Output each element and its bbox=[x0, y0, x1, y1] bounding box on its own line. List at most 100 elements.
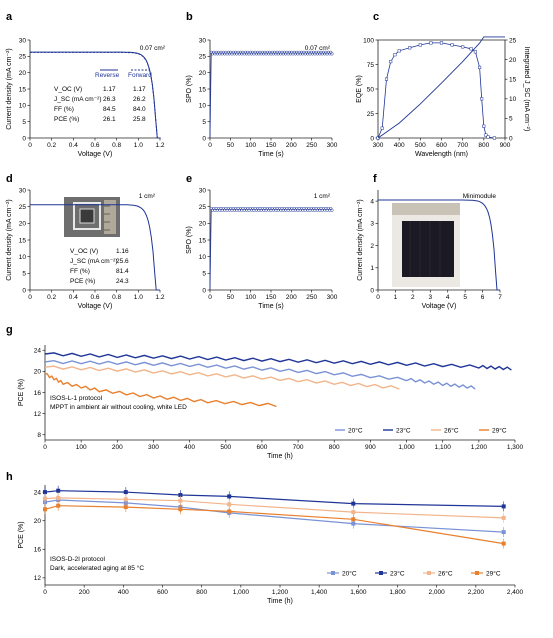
panel-c-eqe-point bbox=[478, 65, 482, 69]
panel-b-xtick-label: 50 bbox=[227, 142, 235, 149]
panel-c-eqe-point bbox=[380, 126, 384, 130]
panel-a-axes: 0 0.2 0.4 0.6 0.8 1.0 1.2 0 5 10 15 20 25 30 Voltage (… bbox=[6, 37, 165, 158]
panel-f-ytick-label: 0 bbox=[370, 287, 374, 294]
panel-g-annotation-line1: ISOS-L-1 protocol bbox=[50, 395, 103, 402]
panel-a-ytick-label: 10 bbox=[19, 103, 27, 110]
panel-h-point bbox=[227, 509, 232, 514]
panel-d-ytick-label: 10 bbox=[19, 254, 27, 261]
panel-a-ytick-label: 20 bbox=[19, 70, 27, 77]
panel-h-xtick-label: 400 bbox=[118, 589, 129, 596]
table-d-row0-param: V_OC (V) bbox=[70, 248, 98, 255]
panel-label-g: g bbox=[6, 324, 13, 336]
panel-f-jv-curve bbox=[378, 199, 501, 291]
panel-h-point bbox=[351, 501, 356, 506]
table-a-row1-param: J_SC (mA cm⁻²) bbox=[54, 96, 102, 103]
panel-e-xtick-label: 50 bbox=[227, 294, 235, 301]
panel-c-eqe-point bbox=[486, 135, 490, 139]
panel-g-xtick-label: 1,000 bbox=[398, 444, 415, 451]
panel-f-xtick-label: 5 bbox=[463, 294, 467, 301]
panel-f-annotation: Minimodule bbox=[463, 193, 497, 200]
panel-h-annotation-line1: ISOS-D-2I protocol bbox=[50, 556, 105, 563]
panel-g-ytick-label: 20 bbox=[34, 369, 42, 376]
panel-label-c: c bbox=[373, 11, 379, 23]
table-a-row2-rev: 84.5 bbox=[103, 106, 116, 113]
panel-h-legend-marker bbox=[427, 571, 431, 575]
panel-d-xtick-label: 0.2 bbox=[47, 294, 56, 301]
panel-g-xtick-label: 800 bbox=[329, 444, 340, 451]
panel-c-xtick-label: 700 bbox=[457, 142, 468, 149]
panel-c-xtick-label: 900 bbox=[500, 142, 511, 149]
panel-f-xtick-label: 1 bbox=[394, 294, 398, 301]
panel-h-point bbox=[43, 496, 47, 501]
panel-h-xtick-label: 2,400 bbox=[507, 589, 524, 596]
panel-d-ytick-label: 15 bbox=[19, 237, 27, 244]
panel-h-point bbox=[501, 541, 506, 546]
panel-h-legend-label: 23°C bbox=[390, 570, 405, 578]
panel-c-eqe-point bbox=[389, 60, 393, 64]
panel-h-point bbox=[43, 507, 47, 512]
panel-label-a: a bbox=[6, 11, 13, 23]
panel-c-eqe-point bbox=[397, 49, 401, 53]
panel-e-spo-point bbox=[330, 208, 334, 212]
panel-g-legend-label: 26°C bbox=[444, 427, 459, 435]
table-a-row3-param: PCE (%) bbox=[54, 116, 79, 123]
panel-e-xtick-label: 250 bbox=[306, 294, 317, 301]
panel-a-xtick-label: 0.2 bbox=[47, 142, 56, 149]
panel-a-annotation: 0.07 cm² bbox=[140, 45, 166, 52]
panel-h-point bbox=[56, 488, 61, 493]
panel-g-xtick-label: 1,300 bbox=[507, 444, 524, 451]
panel-b-ytick-label: 25 bbox=[199, 54, 207, 61]
panel-c-eqe-point bbox=[418, 43, 422, 47]
panel-f-ytick-label: 3 bbox=[370, 221, 374, 228]
panel-g-ytick-label: 12 bbox=[34, 411, 42, 418]
table-d-row0-val: 1.16 bbox=[116, 248, 129, 255]
panel-d-xtick-label: 0.4 bbox=[69, 294, 78, 301]
panel-f-xtick-label: 6 bbox=[481, 294, 485, 301]
panel-c-eqe-point bbox=[480, 97, 484, 101]
panel-h-xtick-label: 1,600 bbox=[350, 589, 367, 596]
panel-c-ytick-label: 75 bbox=[367, 62, 375, 69]
panel-a-ytick-label: 15 bbox=[19, 86, 27, 93]
panel-g-ytick-label: 8 bbox=[37, 432, 41, 439]
panel-h-xtick-label: 0 bbox=[43, 589, 47, 596]
panel-b-ytick-label: 20 bbox=[199, 70, 207, 77]
panel-g-xtick-label: 200 bbox=[112, 444, 123, 451]
panel-c-axes: 300 400 500 600 700 800 9000255075100Wavelengt… bbox=[356, 37, 511, 158]
panel-a-ytick-label: 25 bbox=[19, 54, 27, 61]
panel-h-ytick-label: 20 bbox=[34, 518, 42, 525]
panel-a-jv-curve bbox=[30, 51, 161, 139]
panel-b-xtick-label: 250 bbox=[306, 142, 317, 149]
panel-b-xtick-label: 100 bbox=[245, 142, 256, 149]
panel-e-ytick-label: 15 bbox=[199, 237, 207, 244]
panel-a-xtick-label: 1.2 bbox=[155, 142, 164, 149]
panel-c-y2tick-label: 10 bbox=[509, 96, 517, 103]
panel-d-jv-curve bbox=[30, 204, 160, 291]
panel-h-ytick-label: 24 bbox=[34, 489, 42, 496]
panel-b-xlabel: Time (s) bbox=[258, 151, 283, 158]
panel-d-xtick-label: 0.8 bbox=[112, 294, 121, 301]
panel-c-eqe-point bbox=[439, 41, 444, 45]
panel-c-eqe-point bbox=[450, 43, 454, 47]
panel-g-annotation-line2: MPPT in ambient air without cooling, whi… bbox=[50, 404, 187, 411]
panel-a-table: Reverse Forward V_OC (V) 1.17 1.17 J_SC … bbox=[54, 69, 152, 123]
panel-h-point bbox=[178, 493, 183, 497]
panel-b-spo-point bbox=[330, 52, 334, 56]
panel-h-series-line bbox=[44, 505, 504, 545]
panel-c-ytick-label: 25 bbox=[367, 111, 375, 118]
panel-f-inset-photo bbox=[392, 203, 460, 287]
panel-f-axes: 0 1 2 3 4 5 6 7 0 1 2 3 4 Voltage (V) Current density … bbox=[357, 190, 502, 310]
panel-h-point bbox=[178, 507, 183, 512]
panel-h-axes: 0 200 400 600 800 1,000 1,200 1,400 1,600 1,800 2,… bbox=[18, 485, 524, 605]
panel-a-xtick-label: 1.0 bbox=[134, 142, 143, 149]
table-d-row1-param: J_SC (mA cm⁻²) bbox=[70, 258, 118, 265]
panel-g-axes: 0 100 200 300 400 500 600 700 800 900 1,000 1,100 1,… bbox=[18, 345, 524, 460]
panel-label-f: f bbox=[373, 173, 377, 185]
panel-g-xtick-label: 0 bbox=[43, 444, 47, 451]
panel-e-xtick-label: 300 bbox=[327, 294, 338, 301]
table-a-row3-fwd: 25.8 bbox=[133, 116, 146, 123]
panel-e-ytick-label: 5 bbox=[202, 271, 206, 278]
panel-b-ytick-label: 5 bbox=[202, 119, 206, 126]
panel-f-ytick-label: 2 bbox=[370, 243, 374, 250]
panel-a-xtick-label: 0 bbox=[28, 142, 32, 149]
panel-g-xtick-label: 400 bbox=[184, 444, 195, 451]
